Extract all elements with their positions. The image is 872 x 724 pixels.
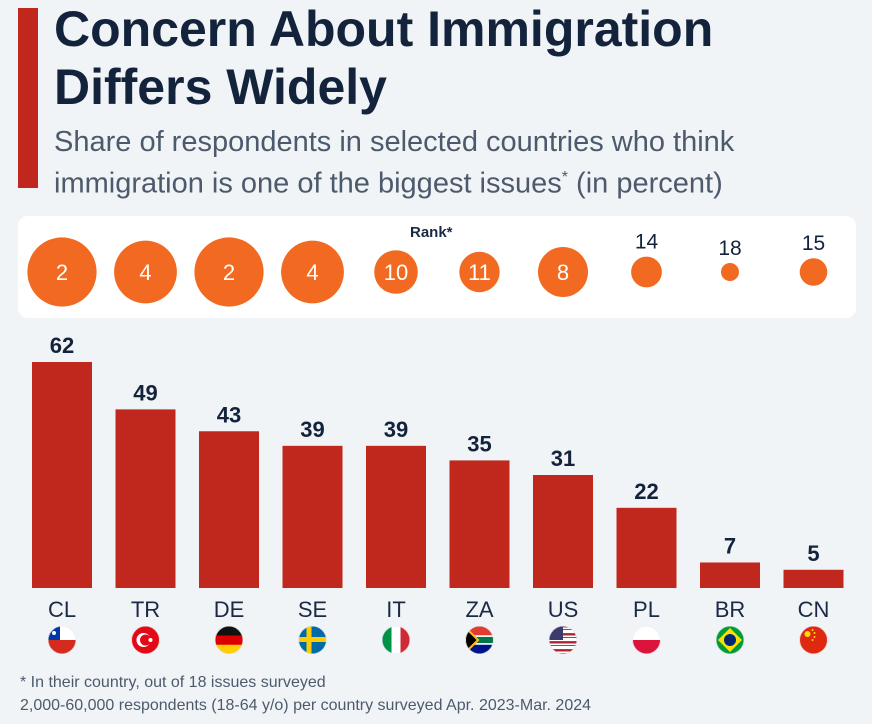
subtitle-text: Share of respondents in selected countri… bbox=[54, 126, 735, 200]
rank-circle bbox=[721, 263, 739, 281]
rank-value: 14 bbox=[635, 231, 659, 254]
subtitle-mark: * bbox=[561, 169, 568, 186]
rank-circle bbox=[799, 258, 828, 286]
rank-value: 2 bbox=[223, 260, 235, 285]
category-label: DE bbox=[214, 597, 245, 622]
rank-circle bbox=[114, 240, 177, 304]
category-label: CN bbox=[798, 597, 830, 622]
value-label: 31 bbox=[551, 446, 575, 471]
rank-circle bbox=[194, 237, 264, 307]
bar-TR bbox=[115, 409, 176, 588]
footnote-2: 2,000-60,000 respondents (18-64 y/o) per… bbox=[20, 697, 592, 714]
germany-flag-icon bbox=[215, 626, 243, 654]
rank-value: 2 bbox=[56, 260, 68, 285]
rank-value: 18 bbox=[718, 237, 741, 260]
category-label: CL bbox=[48, 597, 76, 622]
category-label: ZA bbox=[465, 597, 493, 622]
south-africa-flag-icon bbox=[465, 626, 494, 654]
bar-DE bbox=[199, 431, 259, 588]
rank-circle bbox=[27, 237, 97, 307]
value-label: 39 bbox=[300, 417, 324, 442]
china-flag-icon bbox=[799, 626, 828, 654]
usa-flag-icon bbox=[549, 626, 577, 654]
bar-ZA bbox=[449, 460, 510, 588]
subtitle-unit: (in percent) bbox=[568, 167, 723, 200]
sweden-flag-icon bbox=[298, 626, 327, 654]
value-label: 62 bbox=[50, 333, 74, 358]
accent-bar bbox=[18, 8, 38, 188]
bar-CN bbox=[783, 569, 844, 588]
category-label: TR bbox=[131, 597, 160, 622]
bar-US bbox=[533, 475, 593, 588]
subtitle: Share of respondents in selected countri… bbox=[54, 124, 854, 202]
value-label: 43 bbox=[217, 402, 241, 427]
footnote-1: * In their country, out of 18 issues sur… bbox=[20, 674, 326, 691]
brazil-flag-icon bbox=[716, 626, 744, 654]
rank-value: 4 bbox=[306, 260, 318, 285]
bar-IT bbox=[366, 445, 426, 588]
category-label: SE bbox=[298, 597, 327, 622]
value-label: 39 bbox=[384, 417, 408, 442]
bar-CL bbox=[32, 362, 92, 588]
rank-circle bbox=[631, 256, 662, 288]
value-label: 7 bbox=[724, 533, 736, 558]
rank-value: 4 bbox=[139, 260, 151, 285]
turkey-flag-icon bbox=[131, 626, 160, 654]
value-label: 22 bbox=[634, 479, 658, 504]
rank-value: 11 bbox=[468, 260, 491, 285]
page-title: Concern About Immigration Differs Widely bbox=[54, 1, 714, 115]
category-label: US bbox=[548, 597, 579, 622]
bar-PL bbox=[616, 507, 677, 588]
rank-value: 8 bbox=[557, 260, 569, 285]
bar-SE bbox=[282, 445, 343, 588]
italy-flag-icon bbox=[382, 626, 410, 654]
category-label: PL bbox=[633, 597, 660, 622]
chile-flag-icon bbox=[48, 626, 76, 654]
rank-circle bbox=[374, 250, 418, 294]
rank-label: Rank* bbox=[410, 224, 453, 241]
bar-BR bbox=[700, 562, 760, 588]
rank-circle bbox=[281, 240, 344, 304]
rank-value: 10 bbox=[384, 260, 408, 285]
category-label: BR bbox=[715, 597, 746, 622]
rank-value: 15 bbox=[802, 232, 825, 255]
value-label: 49 bbox=[133, 380, 157, 405]
value-label: 35 bbox=[467, 431, 491, 456]
category-label: IT bbox=[386, 597, 406, 622]
rank-circle bbox=[538, 247, 588, 297]
rank-circle bbox=[459, 251, 500, 293]
value-label: 5 bbox=[807, 541, 819, 566]
poland-flag-icon bbox=[632, 626, 661, 654]
